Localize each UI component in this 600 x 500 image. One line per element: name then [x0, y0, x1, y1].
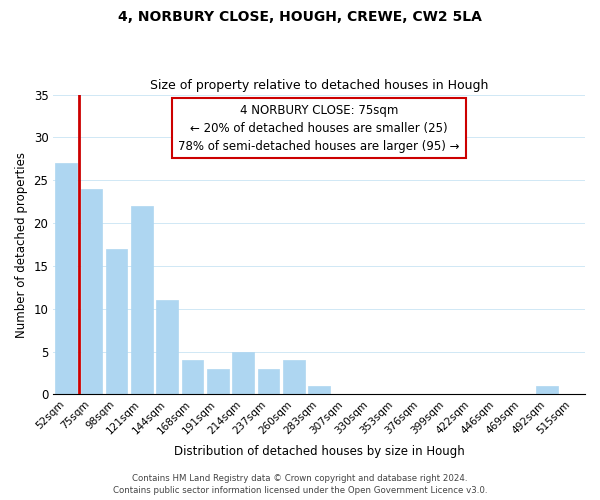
X-axis label: Distribution of detached houses by size in Hough: Distribution of detached houses by size …: [174, 444, 464, 458]
Bar: [157, 300, 178, 394]
Bar: [131, 206, 152, 394]
Text: Contains HM Land Registry data © Crown copyright and database right 2024.
Contai: Contains HM Land Registry data © Crown c…: [113, 474, 487, 495]
Bar: [55, 163, 77, 394]
Bar: [106, 249, 127, 394]
Text: 4, NORBURY CLOSE, HOUGH, CREWE, CW2 5LA: 4, NORBURY CLOSE, HOUGH, CREWE, CW2 5LA: [118, 10, 482, 24]
Bar: [207, 368, 229, 394]
Bar: [80, 189, 102, 394]
Bar: [283, 360, 305, 394]
Text: 4 NORBURY CLOSE: 75sqm
← 20% of detached houses are smaller (25)
78% of semi-det: 4 NORBURY CLOSE: 75sqm ← 20% of detached…: [178, 104, 460, 152]
Y-axis label: Number of detached properties: Number of detached properties: [15, 152, 28, 338]
Title: Size of property relative to detached houses in Hough: Size of property relative to detached ho…: [150, 79, 488, 92]
Bar: [182, 360, 203, 394]
Bar: [232, 352, 254, 395]
Bar: [258, 368, 279, 394]
Bar: [536, 386, 558, 394]
Bar: [308, 386, 330, 394]
